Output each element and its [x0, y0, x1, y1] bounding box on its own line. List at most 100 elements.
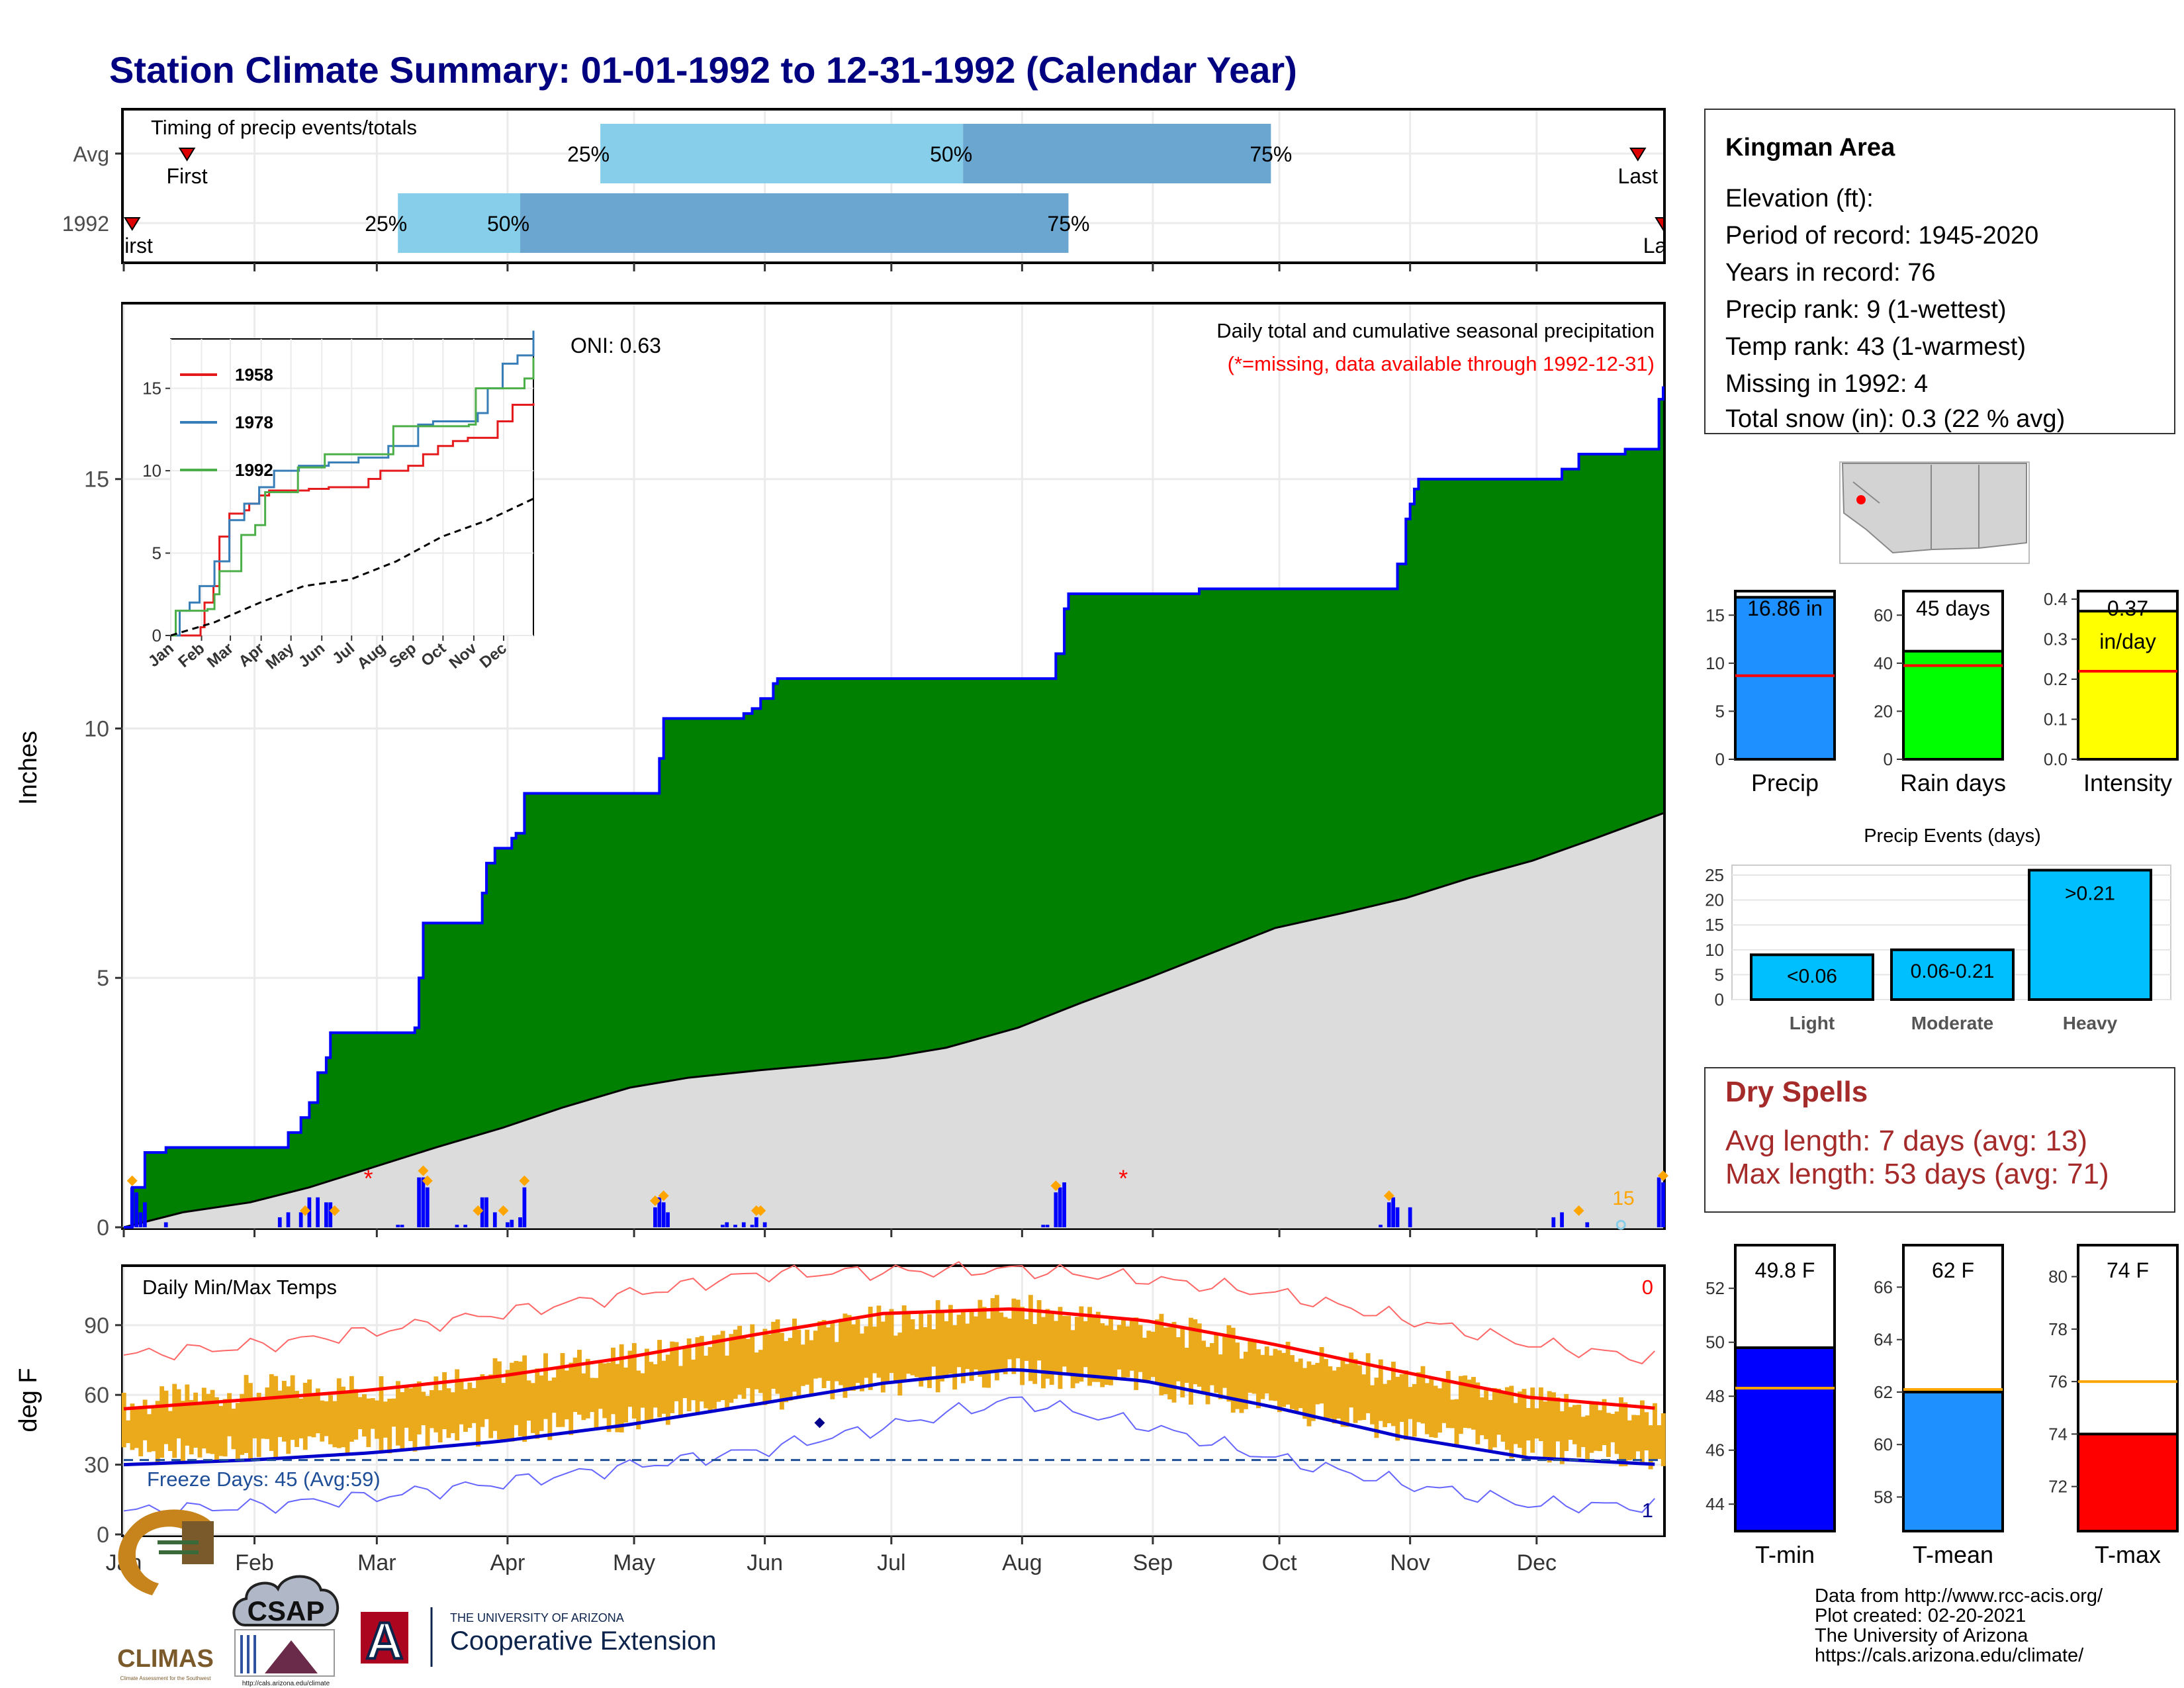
daily-temp-range-bar: [543, 1353, 548, 1419]
daily-precip-bar: [721, 1225, 725, 1227]
daily-precip-bar: [1387, 1202, 1391, 1227]
daily-temp-range-bar: [430, 1390, 434, 1429]
gauge-y-tick-label: 15: [1706, 605, 1725, 625]
daily-temp-range-bar: [750, 1324, 755, 1403]
gauge-value-label: in/day: [2099, 630, 2156, 653]
daily-temp-range-bar: [590, 1378, 595, 1413]
daily-temp-range-bar: [1273, 1348, 1278, 1401]
daily-temp-range-bar: [1066, 1315, 1071, 1374]
daily-temp-range-bar: [231, 1409, 236, 1450]
timing-p75-label: 75%: [1047, 212, 1089, 236]
daily-temp-range-bar: [758, 1350, 763, 1393]
temp-ylabel: deg F: [15, 1368, 42, 1432]
events-y-tick-label: 15: [1705, 915, 1724, 935]
daily-precip-bar: [455, 1225, 459, 1227]
month-tick-label: Feb: [235, 1550, 274, 1575]
daily-temp-range-bar: [1041, 1317, 1046, 1389]
station-line: Total snow (in): 0.3 (22 % avg): [1725, 405, 2065, 433]
precip-event-marker: [329, 1205, 340, 1216]
events-bar: [2028, 868, 2152, 1002]
cumulative-precip-line: [124, 386, 1664, 1229]
daily-temp-range-bar: [1248, 1340, 1253, 1393]
daily-temp-range-bar: [1653, 1403, 1657, 1460]
csap-url: http://cals.arizona.edu/climate: [242, 1680, 330, 1687]
daily-temp-range-bar: [1412, 1383, 1417, 1437]
daily-temp-range-bar: [914, 1329, 919, 1378]
daily-temp-range-bar: [725, 1355, 729, 1410]
daily-temp-range-bar: [1635, 1415, 1641, 1452]
daily-temp-range-bar: [176, 1389, 181, 1438]
daily-precip-bar: [328, 1202, 333, 1227]
daily-temp-range-bar: [737, 1325, 743, 1395]
daily-temp-range-bar: [885, 1313, 890, 1384]
gauge-category-label: Rain days: [1900, 769, 2006, 796]
daily-temp-range-bar: [682, 1347, 688, 1399]
daily-precip-bar: [762, 1222, 767, 1227]
station-line: Elevation (ft):: [1725, 185, 1874, 212]
daily-temp-range-bar: [1290, 1355, 1295, 1409]
daily-temp-range-bar: [1129, 1318, 1134, 1371]
daily-temp-range-bar: [172, 1383, 177, 1458]
daily-temp-range-bar: [640, 1373, 645, 1408]
events-bar: [1890, 948, 2015, 1002]
timing-p50-label: 50%: [930, 142, 972, 166]
precip-event-marker: [473, 1205, 484, 1216]
daily-temp-range-bar: [826, 1327, 831, 1382]
month-tick-label: Jun: [747, 1550, 783, 1575]
gauge-y-tick-label: 80: [2048, 1267, 2068, 1287]
daily-temp-range-bar: [821, 1320, 827, 1389]
daily-temp-range-bar: [400, 1392, 405, 1450]
daily-temp-range-bar: [766, 1334, 772, 1403]
daily-temp-range-bar: [214, 1397, 219, 1463]
daily-precip-bar: [1560, 1212, 1564, 1227]
daily-temp-range-bar: [535, 1368, 540, 1439]
precip-event-marker: [1050, 1180, 1062, 1192]
daily-temp-range-bar: [990, 1298, 995, 1374]
y-tick-label: 30: [84, 1453, 109, 1478]
daily-temp-range-bar: [623, 1367, 629, 1423]
daily-temp-range-bar: [1015, 1299, 1021, 1358]
timing-bar-25-50: [398, 193, 521, 253]
inset-legend-label: 1992: [235, 460, 273, 480]
daily-temp-range-bar: [661, 1360, 666, 1414]
gauge-y-tick-label: 5: [1715, 701, 1725, 721]
daily-temp-range-bar: [868, 1306, 873, 1390]
daily-temp-range-bar: [1576, 1404, 1582, 1458]
gauge-y-tick-label: 20: [1874, 701, 1893, 721]
daily-temp-range-bar: [437, 1390, 443, 1442]
last-event-marker: [1629, 148, 1647, 162]
daily-temp-range-bar: [1109, 1317, 1113, 1385]
daily-temp-range-bar: [1054, 1321, 1059, 1374]
daily-temp-range-bar: [940, 1311, 944, 1382]
daily-temp-range-bar: [1340, 1357, 1345, 1427]
daily-temp-range-bar: [1525, 1408, 1531, 1441]
daily-temp-range-bar: [1201, 1340, 1206, 1395]
daily-temp-range-bar: [919, 1313, 924, 1387]
daily-precip-bar: [298, 1212, 303, 1227]
daily-temp-range-bar: [126, 1420, 131, 1444]
daily-temp-range-bar: [631, 1342, 637, 1419]
daily-temp-range-bar: [704, 1355, 709, 1409]
daily-temp-range-bar: [1378, 1359, 1383, 1421]
daily-precip-bar: [425, 1187, 430, 1227]
daily-temp-range-bar: [1062, 1315, 1067, 1367]
daily-temp-range-bar: [775, 1319, 780, 1394]
daily-temp-range-bar: [1559, 1411, 1565, 1464]
precip-event-marker: [649, 1195, 660, 1206]
daily-temp-range-bar: [1058, 1307, 1063, 1389]
timing-p25-label: 25%: [567, 142, 610, 166]
daily-precip-bar: [396, 1225, 400, 1227]
temp-title: Daily Min/Max Temps: [142, 1276, 337, 1299]
daily-temp-range-bar: [1404, 1370, 1408, 1440]
daily-temp-range-bar: [298, 1398, 304, 1438]
month-tick-label: May: [613, 1550, 655, 1575]
daily-temp-range-bar: [1602, 1399, 1607, 1446]
climas-sun: [158, 1540, 199, 1554]
gauge-value-label: 74 F: [2107, 1258, 2149, 1282]
gauge-value-bar: [1734, 596, 1836, 761]
extreme-temp-marker: [814, 1417, 825, 1429]
daily-temp-range-bar: [699, 1336, 704, 1402]
daily-temp-range-bar: [551, 1377, 557, 1413]
daily-temp-range-bar: [320, 1400, 325, 1442]
first-event-marker: [178, 148, 196, 162]
